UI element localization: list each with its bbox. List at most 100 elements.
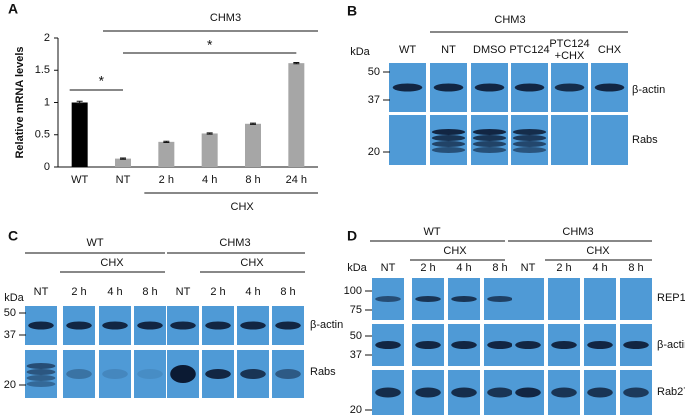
row-label: β-actin	[632, 84, 665, 96]
lane-label: 2 h	[71, 286, 86, 298]
treatment-label: CHX	[443, 245, 467, 257]
blot-lane	[512, 278, 544, 320]
blot-band	[451, 341, 477, 349]
blot-band	[472, 141, 507, 147]
kda-marker: 75	[350, 304, 362, 316]
blot-band	[623, 341, 649, 349]
lane-label: NT	[521, 262, 536, 274]
blot-band	[594, 83, 625, 92]
blot-band	[137, 369, 163, 379]
group-label: CHM3	[562, 226, 593, 238]
blot-band	[26, 369, 56, 375]
bar	[245, 123, 261, 167]
bar	[115, 158, 131, 167]
treatment-label: CHX	[586, 245, 610, 257]
blot-band	[26, 381, 56, 387]
blot-band	[451, 387, 477, 398]
kda-marker: 50	[350, 330, 362, 342]
y-tick-label: 0	[44, 161, 50, 173]
blot-band	[551, 387, 577, 398]
y-tick-label: 2	[44, 32, 50, 44]
blot-band	[472, 129, 507, 135]
blot-lane	[548, 278, 580, 320]
bar	[158, 141, 175, 167]
kda-marker: 20	[4, 379, 16, 391]
blot-band	[415, 296, 441, 302]
x-tick-label: WT	[71, 174, 88, 186]
lane-label: 8 h	[492, 262, 507, 274]
blot-band	[487, 387, 513, 398]
annotation: CHX	[231, 201, 255, 213]
blot-band	[487, 296, 513, 302]
blot-band	[415, 341, 441, 349]
y-tick-label: 1	[44, 96, 50, 108]
lane-label: NT	[34, 286, 49, 298]
blot-band	[102, 369, 128, 379]
blot-band	[512, 135, 547, 141]
group-label: WT	[423, 226, 440, 238]
kda-label: kDa	[4, 292, 24, 304]
row-label: β-actin	[657, 339, 685, 351]
error-bar	[76, 100, 83, 105]
error-bar	[206, 132, 213, 135]
blot-band	[515, 341, 541, 349]
blot-band	[205, 321, 231, 330]
treatment-label: CHX	[100, 257, 124, 269]
kda-marker: 20	[368, 146, 380, 158]
error-bar	[250, 122, 256, 125]
blot-band	[375, 341, 401, 349]
blot-band	[375, 296, 401, 302]
x-tick-label: 2 h	[159, 174, 174, 186]
blot-band	[487, 341, 513, 349]
blot-band	[275, 321, 301, 330]
row-label: Rabs	[310, 366, 336, 378]
panel-label: C	[8, 228, 18, 244]
lane-label: 2 h	[210, 286, 225, 298]
lane-label: 2 h	[556, 262, 571, 274]
row-label: REP1	[657, 292, 685, 304]
row-label: Rab27a	[657, 386, 685, 398]
error-bar	[293, 62, 300, 65]
blot-band	[472, 147, 507, 153]
blot-band	[512, 147, 547, 153]
lane-label: PTC124	[549, 38, 589, 50]
blot-band	[137, 321, 163, 330]
blot-band	[26, 375, 56, 381]
blot-band	[26, 363, 56, 369]
group-label: CHM3	[219, 237, 250, 249]
row-label: Rabs	[632, 134, 658, 146]
blot-band	[451, 296, 477, 302]
kda-label: kDa	[350, 46, 370, 58]
x-tick-label: 4 h	[202, 174, 217, 186]
lane-label: WT	[399, 44, 416, 56]
lane-label: 8 h	[628, 262, 643, 274]
blot-band	[515, 387, 541, 398]
panel-label: B	[347, 3, 357, 19]
lane-label: 2 h	[420, 262, 435, 274]
kda-marker: 37	[368, 94, 380, 106]
blot-band	[512, 129, 547, 135]
kda-label: kDa	[347, 262, 367, 274]
blot-lane	[551, 115, 588, 165]
blot-band	[66, 321, 92, 330]
blot-band	[587, 341, 613, 349]
x-tick-label: 24 h	[286, 174, 307, 186]
blot-lane	[134, 350, 166, 398]
blot-band	[275, 369, 301, 379]
blot-band	[431, 135, 466, 141]
blot-lane	[584, 278, 616, 320]
lane-label: 8 h	[142, 286, 157, 298]
blot-lane	[389, 115, 426, 165]
lane-label: NT	[381, 262, 396, 274]
significance-star: *	[207, 37, 213, 53]
lane-label: NT	[176, 286, 191, 298]
blot-lane	[591, 115, 628, 165]
blot-band	[587, 387, 613, 398]
lane-label: 4 h	[107, 286, 122, 298]
kda-marker: 20	[350, 404, 362, 416]
row-label: β-actin	[310, 319, 343, 331]
bar	[288, 63, 305, 167]
y-axis-title: Relative mRNA levels	[14, 46, 26, 158]
panel-label: A	[8, 1, 18, 17]
